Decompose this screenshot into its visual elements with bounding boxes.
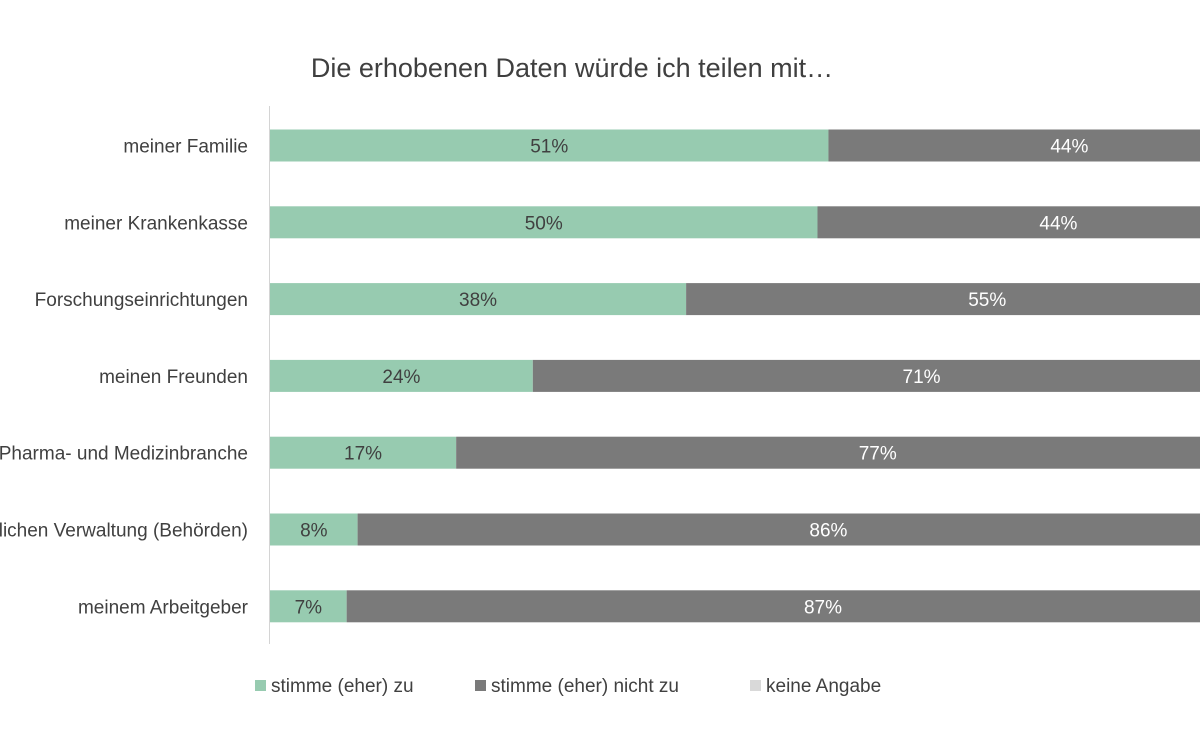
- category-label: meiner Krankenkasse: [64, 213, 248, 234]
- legend-swatch: [475, 680, 486, 691]
- bar-segment: [456, 436, 1200, 469]
- bar-segment: [270, 206, 818, 239]
- legend-swatch: [255, 680, 266, 691]
- legend-label: keine Angabe: [766, 676, 881, 697]
- category-label: meinem Arbeitgeber: [78, 597, 249, 618]
- chart-title: Die erhobenen Daten würde ich teilen mit…: [311, 53, 833, 83]
- data-label: 55%: [968, 290, 1006, 311]
- bar-segment: [270, 283, 687, 316]
- category-label: der Pharma- und Medizinbranche: [0, 444, 248, 465]
- data-label: 86%: [809, 521, 847, 542]
- bar-segment: [270, 513, 358, 546]
- bar-segment: [270, 359, 533, 392]
- data-label: 7%: [295, 597, 323, 618]
- bar-segment: [532, 359, 1200, 392]
- bar-segment: [346, 590, 1200, 623]
- data-label: 71%: [903, 367, 941, 388]
- legend-label: stimme (eher) nicht zu: [491, 676, 679, 697]
- data-label: 38%: [459, 290, 497, 311]
- category-label: Forschungseinrichtungen: [35, 290, 248, 311]
- bar-segment: [828, 129, 1200, 162]
- data-label: 44%: [1039, 213, 1077, 234]
- bar-segment: [270, 590, 347, 623]
- bar-segment: [357, 513, 1200, 546]
- category-label: meinen Freunden: [99, 367, 248, 388]
- data-label: 87%: [804, 597, 842, 618]
- category-label: meiner Familie: [123, 137, 248, 158]
- legend-swatch: [750, 680, 761, 691]
- category-label: der öffentlichen Verwaltung (Behörden): [0, 521, 248, 542]
- data-label: 8%: [300, 521, 328, 542]
- data-label: 51%: [530, 137, 568, 158]
- data-label: 44%: [1050, 137, 1088, 158]
- data-label: 17%: [344, 444, 382, 465]
- data-label: 77%: [859, 444, 897, 465]
- bar-segment: [817, 206, 1200, 239]
- bar-segment: [270, 436, 457, 469]
- data-label: 24%: [382, 367, 420, 388]
- legend-label: stimme (eher) zu: [271, 676, 414, 697]
- bar-segment: [686, 283, 1200, 316]
- data-label: 50%: [525, 213, 563, 234]
- bar-segment: [270, 129, 829, 162]
